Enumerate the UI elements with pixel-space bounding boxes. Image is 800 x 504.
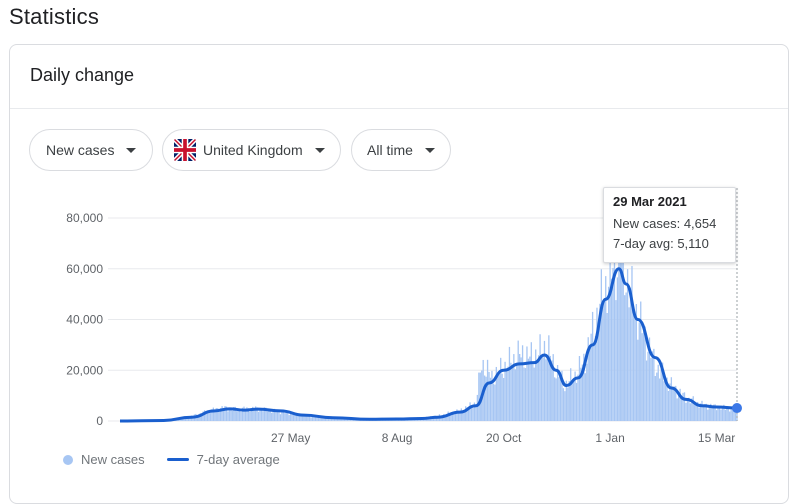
chevron-down-icon — [315, 148, 325, 153]
legend-line-label: 7-day average — [197, 452, 280, 467]
page-title: Statistics — [9, 4, 99, 30]
country-dropdown[interactable]: United Kingdom — [162, 129, 341, 171]
chart-legend: New cases 7-day average — [63, 452, 280, 467]
country-dropdown-label: United Kingdom — [203, 142, 303, 158]
hover-point-marker[interactable] — [732, 403, 742, 413]
daily-change-card: Daily change New cases United Kingdom Al… — [9, 44, 789, 504]
legend-bar-label: New cases — [81, 452, 145, 467]
metric-dropdown[interactable]: New cases — [29, 129, 153, 171]
tooltip-new-cases-value: 4,654 — [684, 216, 717, 231]
legend-line-swatch — [167, 458, 189, 461]
chevron-down-icon — [126, 148, 136, 153]
card-title: Daily change — [30, 65, 134, 85]
tooltip-new-cases: New cases: 4,654 — [613, 216, 726, 231]
tooltip-avg: 7-day avg: 5,110 — [613, 236, 726, 251]
time-range-dropdown[interactable]: All time — [351, 129, 451, 171]
tooltip-avg-value: 5,110 — [677, 236, 709, 251]
time-range-dropdown-label: All time — [367, 142, 413, 158]
tooltip-new-cases-label: New cases: — [613, 216, 680, 231]
chevron-down-icon — [425, 148, 435, 153]
chart-tooltip: 29 Mar 2021 New cases: 4,654 7-day avg: … — [603, 187, 736, 263]
tooltip-date: 29 Mar 2021 — [613, 194, 726, 209]
tooltip-avg-label: 7-day avg: — [613, 236, 674, 251]
legend-bar-swatch — [63, 455, 73, 465]
card-header: Daily change — [10, 45, 788, 109]
uk-flag-icon — [174, 139, 196, 161]
metric-dropdown-label: New cases — [46, 142, 114, 158]
